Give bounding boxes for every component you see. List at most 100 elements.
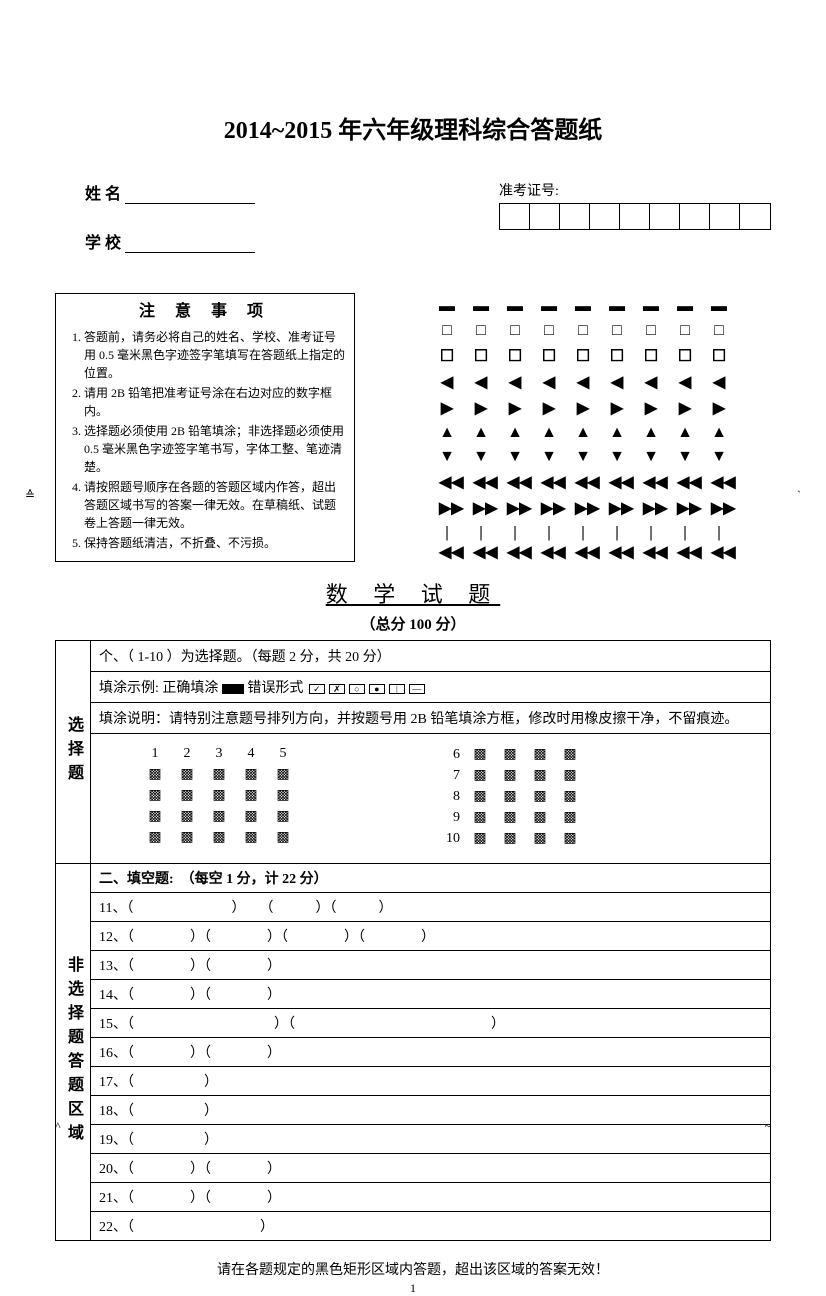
bubble-cell[interactable]: ▬ bbox=[473, 298, 489, 316]
bubble-cell[interactable]: ◀ bbox=[711, 372, 727, 392]
mc-bubble[interactable]: ▩ bbox=[472, 830, 488, 847]
ticket-cell[interactable] bbox=[740, 204, 770, 229]
bubble-cell[interactable]: ☐ bbox=[711, 346, 727, 366]
bubble-cell[interactable]: ▲ bbox=[643, 424, 659, 442]
bubble-cell[interactable]: ▶ bbox=[507, 398, 523, 418]
bubble-cell[interactable]: □ bbox=[677, 322, 693, 340]
bubble-cell[interactable]: ▶ bbox=[575, 398, 591, 418]
bubble-cell[interactable]: ▶▶ bbox=[643, 498, 659, 518]
mc-bubble[interactable]: ▩ bbox=[212, 766, 226, 783]
bubble-cell[interactable]: ▼ bbox=[507, 448, 523, 466]
bubble-cell[interactable]: ◀ bbox=[541, 372, 557, 392]
bubble-cell[interactable]: ▼ bbox=[643, 448, 659, 466]
mc-right-row[interactable]: 10▩▩▩▩ bbox=[440, 830, 578, 847]
bubble-grid[interactable]: ▬▬▬▬▬▬▬▬▬□□□□□□□□□☐☐☐☐☐☐☐☐☐◀◀◀◀◀◀◀◀◀▶▶▶▶… bbox=[395, 293, 771, 562]
bubble-cell[interactable]: ◀ bbox=[677, 372, 693, 392]
mc-bubble[interactable]: ▩ bbox=[532, 809, 548, 826]
bubble-cell[interactable]: ▶ bbox=[609, 398, 625, 418]
mc-right-row[interactable]: 8▩▩▩▩ bbox=[440, 788, 578, 805]
bubble-cell[interactable]: ▶▶ bbox=[609, 498, 625, 518]
mc-bubble[interactable]: ▩ bbox=[276, 787, 290, 804]
bubble-cell[interactable]: ☐ bbox=[643, 346, 659, 366]
bubble-row[interactable]: ☐☐☐☐☐☐☐☐☐ bbox=[395, 346, 771, 366]
bubble-cell[interactable]: ◀◀ bbox=[439, 472, 455, 492]
bubble-cell[interactable]: |◀◀ bbox=[677, 524, 693, 562]
mc-bubble[interactable]: ▩ bbox=[502, 788, 518, 805]
bubble-cell[interactable]: ▲ bbox=[473, 424, 489, 442]
bubble-cell[interactable]: ▼ bbox=[711, 448, 727, 466]
bubble-row[interactable]: □□□□□□□□□ bbox=[395, 322, 771, 340]
mc-bubble[interactable]: ▩ bbox=[276, 766, 290, 783]
ticket-cell[interactable] bbox=[560, 204, 590, 229]
mc-bubble[interactable]: ▩ bbox=[212, 787, 226, 804]
mc-option-row[interactable]: ▩▩▩▩▩ bbox=[148, 766, 290, 783]
bubble-cell[interactable]: ▲ bbox=[439, 424, 455, 442]
bubble-cell[interactable]: |◀◀ bbox=[439, 524, 455, 562]
bubble-cell[interactable]: |◀◀ bbox=[507, 524, 523, 562]
mc-option-row[interactable]: ▩▩▩▩▩ bbox=[148, 829, 290, 846]
name-underline[interactable] bbox=[125, 188, 255, 204]
bubble-cell[interactable]: □ bbox=[473, 322, 489, 340]
bubble-cell[interactable]: □ bbox=[439, 322, 455, 340]
ticket-grid[interactable] bbox=[499, 203, 771, 230]
ticket-cell[interactable] bbox=[680, 204, 710, 229]
bubble-row[interactable]: ▶▶▶▶▶▶▶▶▶▶▶▶▶▶▶▶▶▶ bbox=[395, 498, 771, 518]
bubble-cell[interactable]: □ bbox=[507, 322, 523, 340]
bubble-cell[interactable]: ☐ bbox=[575, 346, 591, 366]
bubble-cell[interactable]: ◀◀ bbox=[575, 472, 591, 492]
bubble-cell[interactable]: ▼ bbox=[575, 448, 591, 466]
bubble-cell[interactable]: ▶▶ bbox=[473, 498, 489, 518]
bubble-row[interactable]: ▼▼▼▼▼▼▼▼▼ bbox=[395, 448, 771, 466]
bubble-cell[interactable]: ◀◀ bbox=[507, 472, 523, 492]
bubble-cell[interactable]: ▬ bbox=[507, 298, 523, 316]
bubble-cell[interactable]: ▲ bbox=[609, 424, 625, 442]
mc-bubble[interactable]: ▩ bbox=[472, 788, 488, 805]
fill-row[interactable]: 21、（ ）（ ） bbox=[91, 1183, 770, 1212]
bubble-cell[interactable]: ☐ bbox=[677, 346, 693, 366]
bubble-cell[interactable]: ◀◀ bbox=[473, 472, 489, 492]
bubble-cell[interactable]: □ bbox=[643, 322, 659, 340]
bubble-cell[interactable]: ◀ bbox=[609, 372, 625, 392]
mc-option-row[interactable]: ▩ ▩ ▩ ▩ ▩ bbox=[148, 787, 290, 804]
fill-row[interactable]: 14、（ ）（ ） bbox=[91, 980, 770, 1009]
mc-bubble[interactable]: ▩ bbox=[180, 787, 194, 804]
ticket-cell[interactable] bbox=[530, 204, 560, 229]
mc-bubble[interactable]: ▩ bbox=[212, 829, 226, 846]
fill-row[interactable]: 12、（ ）（ ）（ ）（ ） bbox=[91, 922, 770, 951]
mc-bubble[interactable]: ▩ bbox=[148, 829, 162, 846]
bubble-cell[interactable]: ▬ bbox=[575, 298, 591, 316]
fill-row[interactable]: 22、（ ） bbox=[91, 1212, 770, 1240]
mc-bubble[interactable]: ▩ bbox=[244, 787, 258, 804]
mc-bubble[interactable]: ▩ bbox=[502, 746, 518, 763]
bubble-cell[interactable]: |◀◀ bbox=[575, 524, 591, 562]
ticket-cell[interactable] bbox=[500, 204, 530, 229]
bubble-cell[interactable]: ▲ bbox=[507, 424, 523, 442]
mc-bubble[interactable]: ▩ bbox=[532, 746, 548, 763]
bubble-cell[interactable]: ▬ bbox=[541, 298, 557, 316]
bubble-cell[interactable]: ▶▶ bbox=[711, 498, 727, 518]
mc-bubble[interactable]: ▩ bbox=[472, 746, 488, 763]
school-underline[interactable] bbox=[125, 237, 255, 253]
fill-row[interactable]: 13、（ ）（ ） bbox=[91, 951, 770, 980]
fill-row[interactable]: 18、（ ） bbox=[91, 1096, 770, 1125]
bubble-cell[interactable]: ▼ bbox=[541, 448, 557, 466]
mc-bubble[interactable]: ▩ bbox=[562, 788, 578, 805]
bubble-cell[interactable]: ▶▶ bbox=[677, 498, 693, 518]
mc-bubble[interactable]: ▩ bbox=[148, 808, 162, 825]
bubble-cell[interactable]: ☐ bbox=[439, 346, 455, 366]
ticket-cell[interactable] bbox=[650, 204, 680, 229]
mc-bubble[interactable]: ▩ bbox=[532, 788, 548, 805]
bubble-cell[interactable]: ▼ bbox=[473, 448, 489, 466]
bubble-cell[interactable]: ▬ bbox=[643, 298, 659, 316]
bubble-cell[interactable]: ▬ bbox=[439, 298, 455, 316]
bubble-row[interactable]: ▲▲▲▲▲▲▲▲▲ bbox=[395, 424, 771, 442]
mc-bubble[interactable]: ▩ bbox=[562, 767, 578, 784]
bubble-cell[interactable]: □ bbox=[711, 322, 727, 340]
mc-bubble[interactable]: ▩ bbox=[148, 787, 162, 804]
bubble-cell[interactable]: ▶▶ bbox=[507, 498, 523, 518]
mc-left-block[interactable]: 12345▩▩▩▩▩▩▩▩▩▩▩▩▩▩▩▩▩▩▩▩ bbox=[121, 746, 290, 851]
mc-bubble[interactable]: ▩ bbox=[532, 830, 548, 847]
fill-row[interactable]: 19、（ ） bbox=[91, 1125, 770, 1154]
bubble-cell[interactable]: ◀◀ bbox=[609, 472, 625, 492]
bubble-cell[interactable]: ▬ bbox=[609, 298, 625, 316]
